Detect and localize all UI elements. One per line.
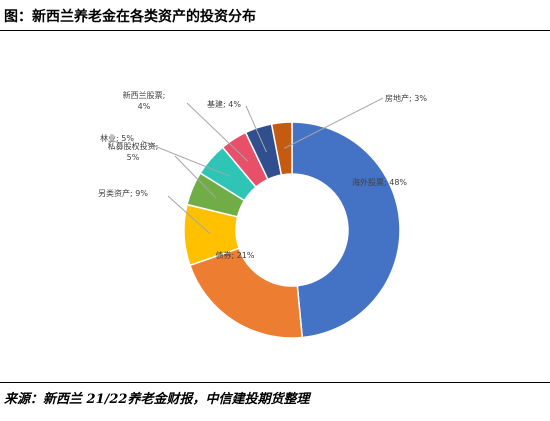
slice-1 bbox=[291, 121, 401, 339]
data-label-6: 新西兰股票; 4% bbox=[123, 90, 166, 111]
donut-chart: 海外股票; 48% 债券; 21% 另类资产; 9% 私募股权投资; 5%林业; 5% 新… bbox=[98, 90, 427, 339]
source-divider bbox=[0, 382, 550, 383]
chart-slices bbox=[183, 121, 401, 339]
page-title: 图：新西兰养老金在各类资产的投资分布 bbox=[4, 9, 256, 25]
chart-leader-lines bbox=[141, 97, 384, 235]
data-label-4: 私募股权投资; 5% bbox=[108, 141, 159, 162]
leader-line-7 bbox=[245, 105, 267, 153]
leader-line-8 bbox=[283, 97, 384, 149]
data-label-5: 林业; 5% bbox=[100, 133, 134, 143]
title-divider bbox=[0, 30, 550, 31]
chart-data-labels: 海外股票; 48% 债券; 21% 另类资产; 9% 私募股权投资; 5%林业; 5% 新… bbox=[98, 90, 427, 260]
slice-8 bbox=[270, 121, 293, 176]
slice-2 bbox=[188, 247, 304, 339]
data-label-7: 基建; 4% bbox=[207, 99, 241, 109]
data-label-3: 另类资产; 9% bbox=[98, 188, 148, 198]
leader-line-3 bbox=[167, 195, 211, 235]
data-label-2: 债券; 21% bbox=[215, 250, 254, 260]
data-label-1: 海外股票; 48% bbox=[352, 177, 407, 187]
source-note: 来源：新西兰 21/22养老金财报，中信建投期货整理 bbox=[4, 392, 310, 407]
leader-line-4 bbox=[174, 155, 217, 199]
leader-line-5 bbox=[141, 140, 231, 177]
leader-line-6 bbox=[186, 102, 249, 162]
data-label-8: 房地产; 3% bbox=[385, 93, 427, 103]
